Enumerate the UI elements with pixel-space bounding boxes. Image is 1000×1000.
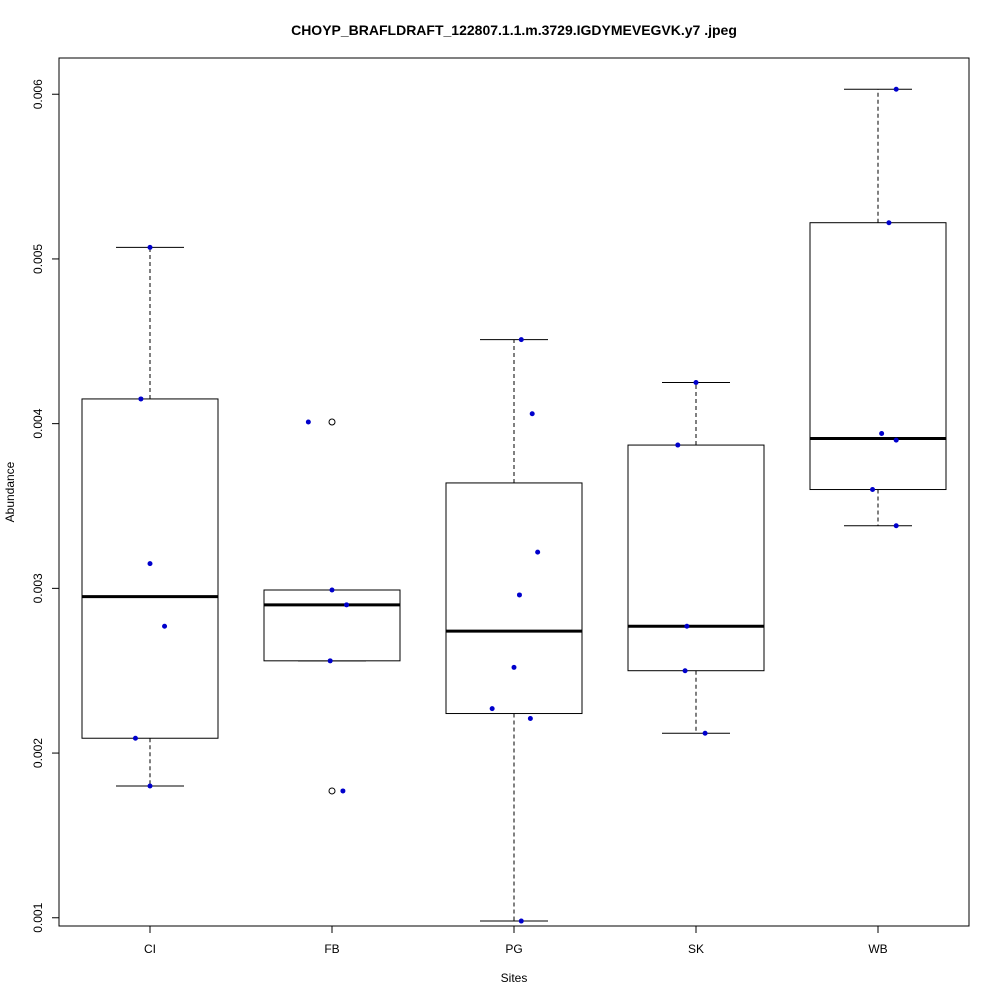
data-point-wb	[893, 523, 899, 529]
x-tick-label-ci: CI	[144, 942, 156, 956]
y-axis-label: Abundance	[3, 461, 17, 522]
x-tick-label-wb: WB	[868, 942, 887, 956]
data-point-pg	[489, 706, 495, 712]
outlier-point	[328, 418, 336, 426]
data-point-pg	[518, 337, 524, 343]
y-axis: 0.001 0.002 0.003 0.004 0.005 0.006	[31, 79, 60, 933]
boxes	[81, 88, 947, 922]
data-point-ci	[147, 244, 153, 250]
x-tick-label-sk: SK	[688, 942, 704, 956]
box-body	[627, 444, 765, 672]
chart-title: CHOYP_BRAFLDRAFT_122807.1.1.m.3729.IGDYM…	[291, 22, 737, 38]
data-point-fb	[340, 788, 346, 794]
y-tick-label: 0.006	[31, 79, 45, 109]
data-point-ci	[138, 396, 144, 402]
box-ci	[81, 246, 219, 787]
data-point-fb	[344, 602, 350, 608]
data-point-pg	[535, 549, 541, 555]
box-body	[263, 589, 401, 662]
box-fb	[263, 418, 401, 795]
data-point-ci	[147, 561, 153, 567]
data-point-pg	[511, 664, 517, 670]
box-pg	[445, 339, 583, 922]
data-point-pg	[527, 715, 533, 721]
y-tick-label: 0.004	[31, 408, 45, 438]
x-axis-label: Sites	[501, 971, 528, 985]
data-point-wb	[893, 437, 899, 443]
data-point-ci	[147, 783, 153, 789]
data-points	[132, 86, 899, 924]
x-axis: CI FB PG SK WB	[144, 925, 888, 956]
data-point-ci	[162, 623, 168, 629]
data-point-pg	[529, 411, 535, 417]
data-point-sk	[682, 668, 688, 674]
data-point-sk	[693, 379, 699, 385]
y-tick-label: 0.003	[31, 573, 45, 603]
y-tick-label: 0.005	[31, 244, 45, 274]
data-point-wb	[870, 487, 876, 493]
data-point-wb	[886, 220, 892, 226]
data-point-fb	[305, 419, 311, 425]
data-point-wb	[893, 86, 899, 92]
box-body	[445, 482, 583, 715]
box-sk	[627, 381, 765, 734]
data-point-sk	[702, 730, 708, 736]
x-tick-label-fb: FB	[324, 942, 339, 956]
data-point-ci	[132, 735, 138, 741]
box-body	[809, 222, 947, 491]
data-point-fb	[329, 587, 335, 593]
data-point-fb	[327, 658, 333, 664]
data-point-sk	[675, 442, 681, 448]
y-tick-label: 0.002	[31, 738, 45, 768]
outlier-point	[328, 787, 336, 795]
data-point-pg	[516, 592, 522, 598]
data-point-sk	[684, 623, 690, 629]
box-body	[81, 398, 219, 739]
x-tick-label-pg: PG	[505, 942, 522, 956]
y-tick-label: 0.001	[31, 902, 45, 932]
data-point-pg	[518, 918, 524, 924]
box-wb	[809, 88, 947, 527]
data-point-wb	[879, 431, 885, 437]
